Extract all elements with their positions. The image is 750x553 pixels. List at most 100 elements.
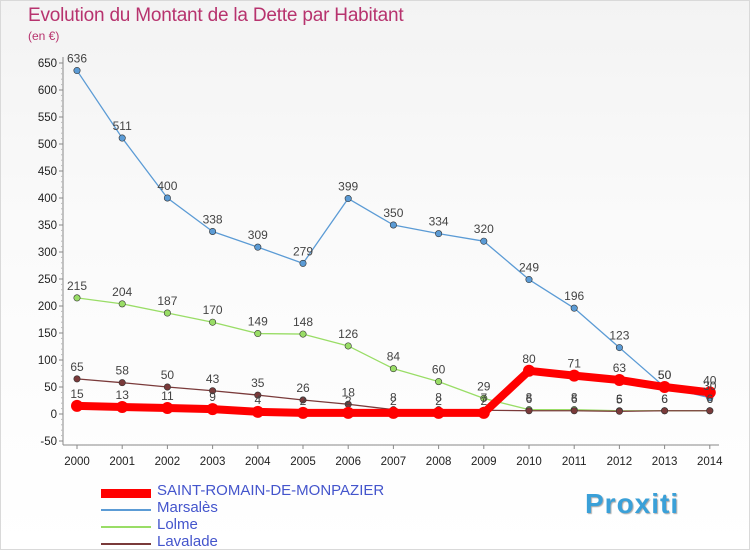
data-point xyxy=(477,406,490,419)
data-label: 6 xyxy=(706,392,713,406)
data-point xyxy=(161,402,174,415)
y-tick-label: -50 xyxy=(40,436,57,448)
x-tick-label: 2001 xyxy=(109,456,135,468)
x-tick-label: 2014 xyxy=(697,456,723,468)
x-tick-label: 2011 xyxy=(562,456,587,468)
legend-label: SAINT-ROMAIN-DE-MONPAZIER xyxy=(157,482,385,499)
data-label: 30 xyxy=(703,379,717,393)
data-point xyxy=(344,195,352,203)
data-label: 249 xyxy=(519,261,539,275)
data-label: 2 xyxy=(300,394,307,408)
data-point xyxy=(118,300,126,308)
data-label: 400 xyxy=(157,179,177,193)
x-tick-label: 2000 xyxy=(64,456,90,468)
data-label: 63 xyxy=(613,361,627,375)
data-point xyxy=(209,227,217,235)
x-tick-label: 2010 xyxy=(516,456,542,468)
data-label: 9 xyxy=(209,390,216,404)
data-label: 215 xyxy=(67,279,87,293)
data-point xyxy=(254,391,262,399)
data-label: 187 xyxy=(157,294,177,308)
data-label: 50 xyxy=(161,368,175,382)
y-tick-label: 200 xyxy=(38,301,57,313)
data-point xyxy=(299,330,307,338)
data-point xyxy=(344,342,352,350)
data-point xyxy=(73,294,81,302)
data-point xyxy=(570,407,578,415)
data-point xyxy=(163,309,171,317)
data-point xyxy=(116,400,129,413)
legend-swatch xyxy=(101,543,151,545)
y-tick-label: 0 xyxy=(51,409,57,421)
data-point xyxy=(658,381,671,393)
y-tick-label: 650 xyxy=(38,58,57,70)
data-label: 196 xyxy=(564,289,584,303)
data-point xyxy=(389,365,397,373)
data-label: 15 xyxy=(70,387,84,401)
legend-swatch xyxy=(101,509,151,511)
data-label: 8 xyxy=(526,391,533,405)
x-tick-label: 2004 xyxy=(245,456,271,468)
data-label: 4 xyxy=(254,393,261,407)
data-point xyxy=(703,386,716,399)
data-label: 6 xyxy=(661,392,668,406)
chart-title: Evolution du Montant de la Dette par Hab… xyxy=(28,5,404,26)
line-chart: -500501001502002503003504004505005506006… xyxy=(38,52,723,468)
data-label: 279 xyxy=(293,244,313,258)
data-label: 170 xyxy=(203,303,223,317)
data-label: 123 xyxy=(609,329,629,343)
legend-label: Lavalade xyxy=(157,533,218,550)
legend-label: Lolme xyxy=(157,516,198,533)
y-tick-label: 150 xyxy=(38,328,57,340)
data-label: 40 xyxy=(703,373,717,387)
data-point xyxy=(480,237,488,245)
data-point xyxy=(435,378,443,386)
x-tick-label: 2006 xyxy=(335,456,361,468)
data-point xyxy=(118,134,126,142)
data-point xyxy=(387,406,400,419)
x-tick-label: 2007 xyxy=(381,456,407,468)
data-label: 29 xyxy=(477,379,491,393)
x-tick-label: 2009 xyxy=(471,456,497,468)
data-label: 58 xyxy=(116,364,130,378)
data-point xyxy=(299,396,307,404)
data-label: 7 xyxy=(480,391,487,405)
data-label: 65 xyxy=(70,360,84,374)
legend-label: Marsalès xyxy=(157,499,218,516)
data-label: 2 xyxy=(435,394,442,408)
data-label: 6 xyxy=(706,392,713,406)
legend-swatch xyxy=(101,526,151,528)
data-label: 43 xyxy=(206,372,220,386)
x-tick-label: 2005 xyxy=(290,456,316,468)
data-label: 6 xyxy=(526,392,533,406)
data-label: 350 xyxy=(383,206,403,220)
data-point xyxy=(523,364,535,377)
proxiti-logo: Proxiti xyxy=(585,488,680,519)
x-tick-label: 2008 xyxy=(426,456,452,468)
data-label: 84 xyxy=(387,350,401,364)
data-label: 50 xyxy=(658,368,672,382)
chart-unit-label: (en €) xyxy=(28,29,60,43)
x-tick-label: 2013 xyxy=(652,456,678,468)
data-label: 399 xyxy=(338,180,358,194)
data-point xyxy=(615,344,623,352)
data-point xyxy=(568,369,581,382)
data-point xyxy=(254,243,262,251)
y-tick-label: 300 xyxy=(38,247,57,259)
data-point xyxy=(297,406,309,419)
data-point xyxy=(299,259,307,267)
data-label: 126 xyxy=(338,327,358,341)
data-label: 334 xyxy=(429,215,449,229)
data-point xyxy=(209,318,217,326)
data-point xyxy=(209,387,217,395)
data-point xyxy=(206,403,219,416)
data-label: 11 xyxy=(161,389,174,403)
data-label: 26 xyxy=(296,381,310,395)
y-tick-label: 250 xyxy=(38,274,57,286)
data-label: 636 xyxy=(67,52,87,66)
y-tick-label: 400 xyxy=(38,193,57,205)
data-point xyxy=(615,407,623,415)
x-tick-label: 2003 xyxy=(200,456,226,468)
y-tick-label: 450 xyxy=(38,166,57,178)
